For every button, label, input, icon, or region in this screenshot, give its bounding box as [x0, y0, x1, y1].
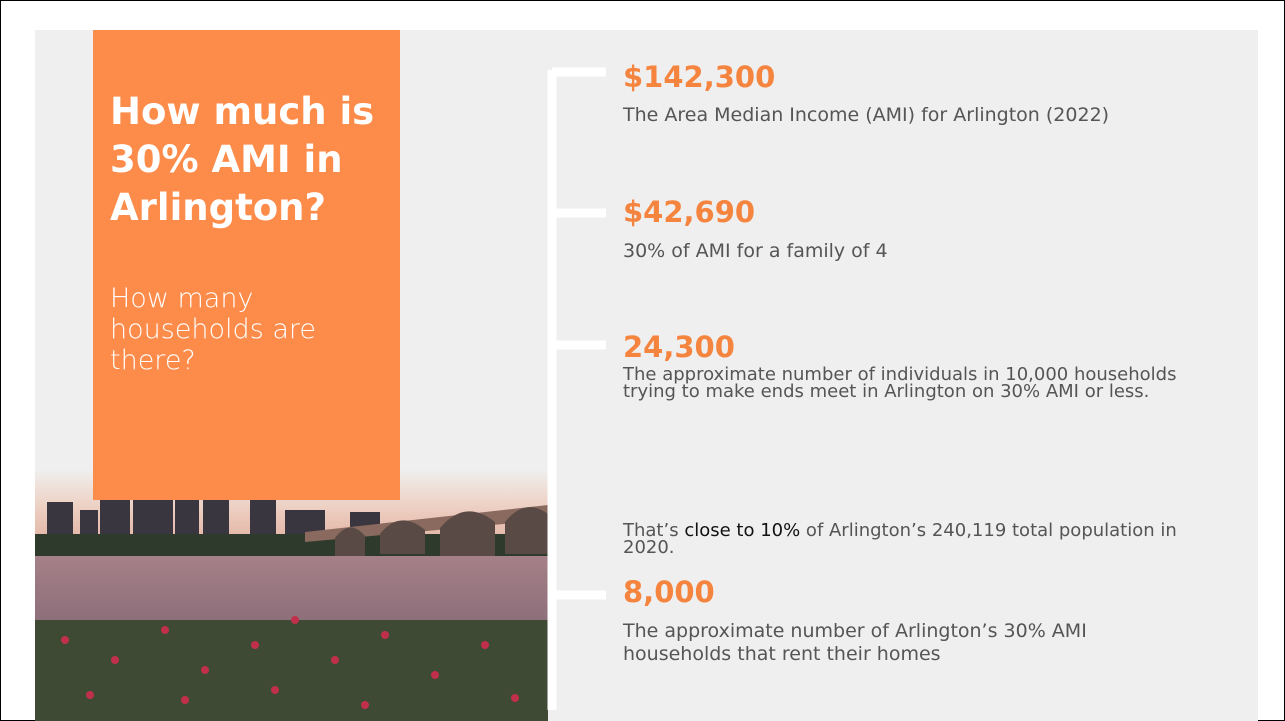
note-emphasis: close to 10% — [684, 520, 800, 541]
note: That’s close to 10% of Arlington’s 240,1… — [623, 522, 1223, 556]
fact-value: $142,300 — [623, 60, 775, 94]
fact-value: $42,690 — [623, 195, 755, 229]
fact-description: 30% of AMI for a family of 4 — [623, 240, 1183, 263]
fact-description: The Area Median Income (AMI) for Arlingt… — [623, 104, 1143, 127]
photo — [35, 470, 548, 721]
heading: How much is 30% AMI in Arlington? — [110, 88, 400, 232]
fact-value: 24,300 — [623, 330, 735, 364]
subheading: How many households are there? — [110, 283, 320, 376]
fact-description: The approximate number of Arlington’s 30… — [623, 620, 1163, 666]
bracket — [540, 60, 610, 715]
fact-description: The approximate number of individuals in… — [623, 366, 1193, 400]
fact-value: 8,000 — [623, 575, 715, 609]
page: How much is 30% AMI in Arlington? How ma… — [0, 0, 1285, 721]
